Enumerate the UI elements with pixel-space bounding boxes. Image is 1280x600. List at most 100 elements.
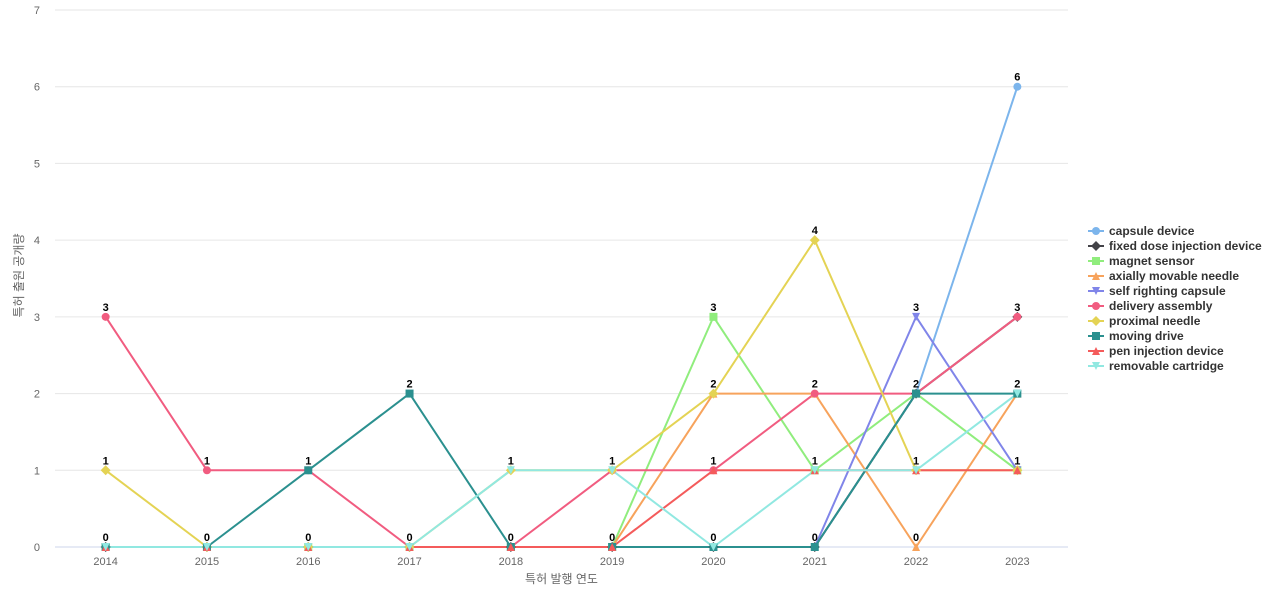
x-axis-ticks: 2014 2015 2016 2017 2018 2019 2020 2021 2022 2023 (93, 556, 1029, 568)
data-label: 2 (1014, 379, 1020, 391)
legend-label: removable cartridge (1109, 359, 1224, 373)
legend-label: self righting capsule (1109, 284, 1226, 298)
legend-label: pen injection device (1109, 344, 1224, 358)
data-point-delivery-assembly (101, 312, 110, 321)
legend-item-moving-drive[interactable]: moving drive (1088, 329, 1184, 343)
data-point-removable-cartridge (506, 466, 515, 475)
data-label: 1 (204, 455, 210, 467)
x-tick-label: 2020 (701, 556, 725, 568)
x-axis-title: 특허 발행 연도 (525, 571, 598, 586)
y-tick-label: 0 (34, 542, 40, 554)
legend-label: axially movable needle (1109, 269, 1239, 283)
data-labels: 3 1 0 1 0 1 0 2 0 1 0 1 0 3 2 1 0 4 2 1 0 3 2 1 0 6 3 2 1 (103, 72, 1021, 544)
legend-label: moving drive (1109, 329, 1184, 343)
data-label: 1 (1014, 455, 1020, 467)
data-label: 2 (406, 379, 412, 391)
legend-symbol (1092, 362, 1100, 370)
series-lines (104, 86, 1019, 548)
data-point-moving-drive (810, 543, 819, 551)
legend-item-pen-injection-device[interactable]: pen injection device (1088, 344, 1224, 358)
data-label: 1 (812, 455, 818, 467)
series-line-delivery-assembly (104, 316, 1018, 548)
legend-item-magnet-sensor[interactable]: magnet sensor (1088, 254, 1195, 268)
legend-label: fixed dose injection device (1109, 239, 1262, 253)
data-label: 2 (812, 379, 818, 391)
gridlines (55, 9, 1068, 471)
data-point-self-righting-capsule (912, 312, 921, 321)
legend-label: magnet sensor (1109, 254, 1195, 268)
data-label: 0 (710, 532, 716, 544)
data-point-removable-cartridge (912, 466, 921, 475)
data-point-pen-injection-device (709, 466, 718, 475)
data-point-removable-cartridge (1013, 389, 1022, 398)
legend-symbol (1092, 347, 1100, 355)
legend-symbol (1091, 316, 1101, 326)
data-label: 1 (103, 455, 109, 467)
data-label: 0 (913, 532, 919, 544)
data-label: 2 (913, 379, 919, 391)
data-point-axially-movable-needle (912, 543, 921, 551)
y-tick-label: 6 (34, 82, 40, 94)
y-axis-title: 특허 출원 공개량 (12, 234, 26, 318)
data-point-pen-injection-device (1013, 466, 1022, 475)
x-tick-label: 2019 (600, 556, 624, 568)
data-label: 0 (609, 532, 615, 544)
legend-label: capsule device (1109, 224, 1195, 238)
legend-symbol (1092, 272, 1100, 280)
data-point-removable-cartridge (405, 543, 414, 551)
data-label: 0 (204, 532, 210, 544)
data-label: 3 (913, 302, 919, 314)
legend-symbol (1092, 227, 1100, 235)
y-tick-label: 2 (34, 389, 40, 401)
data-point-removable-cartridge (101, 543, 110, 551)
data-point-removable-cartridge (304, 543, 313, 551)
y-tick-label: 1 (34, 465, 40, 477)
data-point-pen-injection-device (608, 543, 617, 551)
legend-symbol (1092, 302, 1100, 310)
legend-label: proximal needle (1109, 314, 1201, 328)
legend-item-capsule-device[interactable]: capsule device (1088, 224, 1195, 238)
legend-item-proximal-needle[interactable]: proximal needle (1088, 314, 1201, 328)
x-tick-label: 2014 (93, 556, 117, 568)
x-tick-label: 2022 (904, 556, 928, 568)
data-label: 1 (913, 455, 919, 467)
data-label: 0 (812, 532, 818, 544)
data-label: 6 (1014, 72, 1020, 84)
series-line-self-righting-capsule (105, 315, 1019, 548)
x-tick-label: 2021 (803, 556, 827, 568)
y-tick-label: 5 (34, 158, 40, 170)
data-point-proximal-needle (708, 388, 719, 399)
data-label: 2 (710, 379, 716, 391)
data-point-capsule-device (1013, 82, 1022, 91)
legend-item-self-righting-capsule[interactable]: self righting capsule (1088, 284, 1226, 298)
x-tick-label: 2015 (195, 556, 219, 568)
data-point-removable-cartridge (810, 466, 819, 475)
data-point-delivery-assembly (202, 466, 211, 475)
data-point-delivery-assembly (810, 389, 819, 398)
data-point-moving-drive (405, 389, 414, 398)
data-label: 0 (103, 532, 109, 544)
data-point-proximal-needle (809, 235, 820, 246)
series-line-magnet-sensor (105, 315, 1018, 548)
legend-item-fixed-dose-injection-device[interactable]: fixed dose injection device (1088, 239, 1262, 253)
legend-item-removable-cartridge[interactable]: removable cartridge (1088, 359, 1224, 373)
data-label: 4 (812, 225, 819, 237)
legend-label: delivery assembly (1109, 299, 1213, 313)
data-label: 3 (1014, 302, 1020, 314)
data-label: 1 (305, 455, 311, 467)
data-label: 1 (710, 455, 716, 467)
data-label: 1 (508, 455, 514, 467)
data-label: 1 (609, 455, 615, 467)
data-point-removable-cartridge (709, 543, 718, 551)
y-tick-label: 7 (34, 5, 40, 17)
data-label: 3 (103, 302, 109, 314)
x-tick-label: 2018 (499, 556, 523, 568)
legend-symbol (1091, 241, 1101, 251)
data-label: 3 (710, 302, 716, 314)
legend-item-axially-movable-needle[interactable]: axially movable needle (1088, 269, 1239, 283)
x-tick-label: 2016 (296, 556, 320, 568)
legend-symbol (1092, 257, 1100, 265)
legend-item-delivery-assembly[interactable]: delivery assembly (1088, 299, 1213, 313)
